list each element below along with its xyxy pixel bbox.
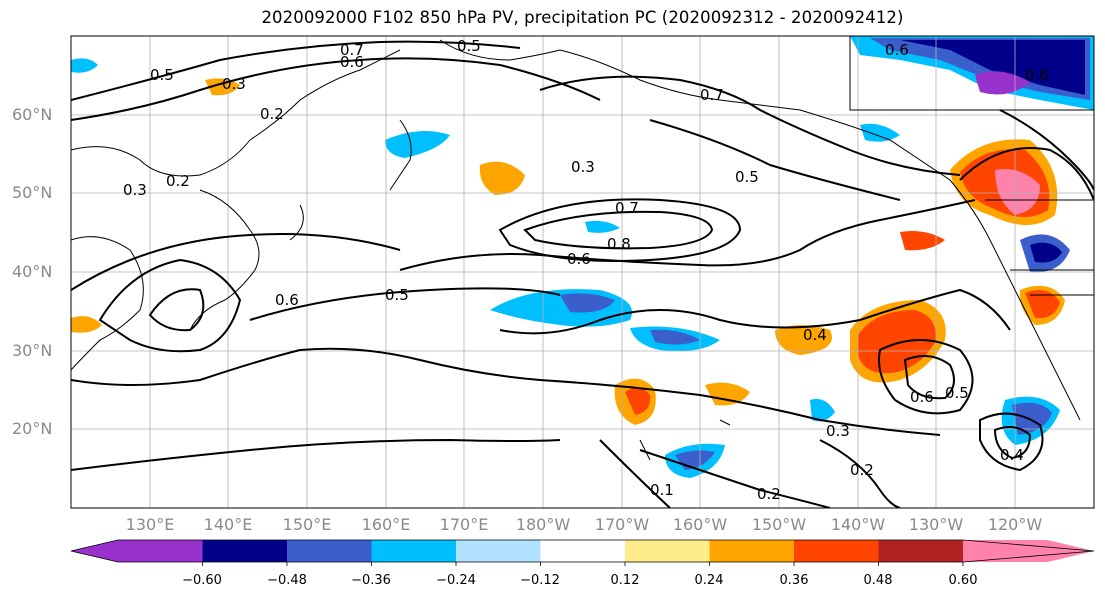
lon-label: 120°W <box>987 515 1043 534</box>
contour-label: 0.2 <box>260 105 284 123</box>
contour-label: 0.6 <box>275 291 299 309</box>
contour-label: 0.5 <box>150 66 174 84</box>
lon-label: 180°W <box>515 515 571 534</box>
colorbar-segment <box>202 540 287 562</box>
map-area: 0.7 0.6 0.5 0.5 0.3 0.2 0.2 0.3 0.7 0.8 … <box>71 36 1094 508</box>
contour-label: 0.2 <box>850 461 874 479</box>
lat-label: 30°N <box>12 341 53 360</box>
colorbar-tick-label: −0.36 <box>351 573 391 588</box>
contour-label: 0.6 <box>340 53 364 71</box>
colorbar-segment <box>456 540 541 562</box>
contour-label: 0.5 <box>945 384 969 402</box>
lon-label: 160°E <box>361 515 411 534</box>
contour-label: 0.4 <box>803 326 827 344</box>
contour-label: 0.3 <box>222 75 246 93</box>
colorbar-segment <box>540 540 625 562</box>
map-title: 2020092000 F102 850 hPa PV, precipitatio… <box>261 8 904 27</box>
colorbar-segment <box>71 540 203 562</box>
contour-label: 0.6 <box>567 250 591 268</box>
colorbar-segment <box>287 540 372 562</box>
contour-label: 0.8 <box>607 235 631 253</box>
contour-label: 0.3 <box>123 181 147 199</box>
contour-label: 0.7 <box>340 41 364 59</box>
colorbar-tick-label: −0.24 <box>436 573 476 588</box>
colorbar-tick-label: −0.60 <box>182 573 222 588</box>
contour-label: 0.3 <box>571 158 595 176</box>
lon-label: 130°E <box>125 515 175 534</box>
contour-label: 0.5 <box>735 168 759 186</box>
contour-label: 0.2 <box>757 485 781 503</box>
colorbar-tick-label: 0.12 <box>610 573 640 588</box>
contour-label: 0.4 <box>1000 446 1024 464</box>
pv-contours <box>71 40 1094 508</box>
lon-label: 130°W <box>908 515 964 534</box>
precip-shading <box>71 36 1094 478</box>
contour-label: 0.7 <box>615 199 639 217</box>
contour-label: 0.2 <box>166 172 190 190</box>
colorbar-segment <box>371 540 456 562</box>
lon-label: 150°E <box>282 515 332 534</box>
colorbar-segment <box>625 540 710 562</box>
colorbar-tick-label: −0.12 <box>520 573 560 588</box>
colorbar-tick-label: −0.48 <box>267 573 307 588</box>
contour-labels: 0.7 0.6 0.5 0.5 0.3 0.2 0.2 0.3 0.7 0.8 … <box>123 37 1049 503</box>
contour-label: 0.3 <box>826 422 850 440</box>
colorbar-tick-label: 0.36 <box>779 573 809 588</box>
lat-label: 50°N <box>12 183 53 202</box>
colorbar-tick-label: 0.48 <box>863 573 893 588</box>
colorbar-outline <box>70 539 1095 563</box>
colorbar-segment <box>709 540 794 562</box>
lon-label: 170°E <box>439 515 489 534</box>
contour-label: 0.5 <box>385 286 409 304</box>
colorbar-segment <box>963 540 1094 562</box>
contour-label: 0.6 <box>885 41 909 59</box>
lat-label: 60°N <box>12 105 53 124</box>
colorbar-segment <box>794 540 879 562</box>
colorbar <box>70 539 1095 566</box>
lon-label: 170°W <box>594 515 650 534</box>
graticule <box>71 36 1094 508</box>
contour-label: 0.1 <box>650 481 674 499</box>
map-frame <box>70 35 1095 509</box>
colorbar-tick-label: 0.60 <box>948 573 978 588</box>
coastlines <box>71 36 1094 461</box>
colorbar-tick-label: 0.24 <box>694 573 724 588</box>
lat-label: 20°N <box>12 419 53 438</box>
contour-label: 0.6 <box>1025 66 1049 84</box>
contour-label: 0.7 <box>700 86 724 104</box>
lon-label: 160°W <box>672 515 728 534</box>
lon-label: 140°E <box>203 515 253 534</box>
lon-label: 140°W <box>830 515 886 534</box>
lat-label: 40°N <box>12 262 53 281</box>
lon-label: 150°W <box>751 515 807 534</box>
colorbar-segment <box>878 540 963 562</box>
contour-label: 0.5 <box>457 37 481 55</box>
contour-label: 0.6 <box>910 388 934 406</box>
